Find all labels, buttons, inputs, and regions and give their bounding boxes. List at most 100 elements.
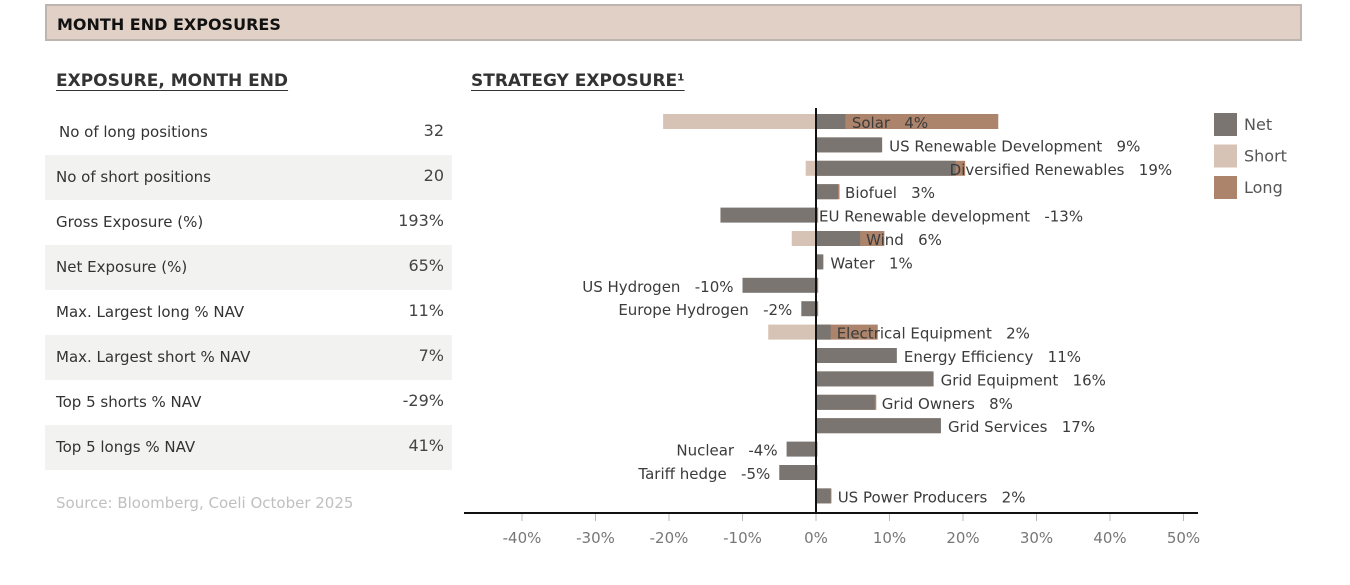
x-tick-label: 0% xyxy=(804,529,828,547)
row-label: Max. Largest long % NAV xyxy=(56,303,245,321)
long-bar xyxy=(816,394,877,410)
data-label: EU Renewable development -13% xyxy=(819,208,1083,226)
x-tick-label: 30% xyxy=(1020,529,1053,547)
short-bar xyxy=(768,324,816,340)
section-banner: MONTH END EXPOSURES xyxy=(45,4,1302,41)
long-bar xyxy=(816,324,878,340)
row-label: No of long positions xyxy=(59,123,208,141)
x-tick-label: 10% xyxy=(873,529,906,547)
data-label: Grid Owners 8% xyxy=(882,395,1013,413)
net-bar xyxy=(816,137,883,153)
row-value: 193% xyxy=(398,211,444,230)
net-bar xyxy=(816,254,824,270)
source-note: Source: Bloomberg, Coeli October 2025 xyxy=(56,494,354,512)
data-label: Electrical Equipment 2% xyxy=(837,325,1030,343)
data-label: Diversified Renewables 19% xyxy=(950,161,1173,179)
row-label: Net Exposure (%) xyxy=(56,258,188,276)
long-bar xyxy=(816,277,819,293)
exposure-table-title: EXPOSURE, MONTH END xyxy=(56,71,289,91)
long-bar xyxy=(816,160,966,176)
x-axis: -40% -30% -20% -10% 0% 10% 20% 30% 40% 50% xyxy=(464,108,1200,547)
data-label: Grid Equipment 16% xyxy=(941,371,1106,389)
net-bar xyxy=(720,207,816,223)
data-label: US Power Producers 2% xyxy=(838,488,1026,506)
x-tick-label: -10% xyxy=(723,529,762,547)
data-label: US Hydrogen -10% xyxy=(582,278,733,296)
long-bar xyxy=(816,137,880,153)
x-tick-label: 50% xyxy=(1167,529,1200,547)
data-label: Nuclear -4% xyxy=(676,442,777,460)
data-label: Water 1% xyxy=(830,254,912,272)
data-labels-group: Solar 4% US Renewable Development 9% Diver… xyxy=(582,114,1172,506)
net-bar xyxy=(816,371,934,387)
x-tick-label: 40% xyxy=(1093,529,1126,547)
short-bar xyxy=(791,231,816,246)
long-bar xyxy=(816,371,932,387)
long-bar xyxy=(816,207,819,223)
row-value: 32 xyxy=(423,121,444,140)
row-label: Gross Exposure (%) xyxy=(56,213,204,231)
table-row: Max. Largest long % NAV 11% xyxy=(45,290,452,335)
row-value: -29% xyxy=(402,391,444,410)
row-value: 65% xyxy=(408,256,444,275)
row-value: 41% xyxy=(408,436,444,455)
data-label: Energy Efficiency 11% xyxy=(904,348,1081,366)
net-bar xyxy=(816,184,839,200)
x-tick-label: -30% xyxy=(576,529,615,547)
long-bar xyxy=(816,301,819,317)
legend-swatch-net xyxy=(1214,113,1237,136)
long-bar xyxy=(816,348,897,363)
exposure-table: No of long positions 32 No of short posit… xyxy=(45,110,452,470)
table-row: Max. Largest short % NAV 7% xyxy=(45,335,452,380)
long-bar xyxy=(816,114,999,129)
x-tick-label: -20% xyxy=(650,529,689,547)
legend: Net Short Long xyxy=(1214,113,1287,199)
net-bar xyxy=(816,348,897,363)
data-label: Grid Services 17% xyxy=(948,418,1095,436)
data-label: Tariff hedge -5% xyxy=(637,465,770,483)
row-value: 11% xyxy=(408,301,444,320)
row-value: 7% xyxy=(418,346,444,365)
row-label: Top 5 shorts % NAV xyxy=(56,393,202,411)
table-row: Top 5 shorts % NAV -29% xyxy=(45,380,452,425)
net-bar xyxy=(816,231,861,246)
row-label: Top 5 longs % NAV xyxy=(56,438,196,456)
net-bar xyxy=(816,160,956,176)
legend-swatch-long xyxy=(1214,176,1237,199)
net-bar xyxy=(816,488,831,504)
table-row: Net Exposure (%) 65% xyxy=(45,245,452,290)
long-bar xyxy=(816,184,840,200)
net-bar xyxy=(816,418,941,434)
long-bar xyxy=(816,488,832,504)
table-row: No of short positions 20 xyxy=(45,155,452,200)
short-bar xyxy=(663,114,816,129)
long-bar xyxy=(816,465,818,480)
data-label: Solar 4% xyxy=(852,114,928,132)
table-row: Top 5 longs % NAV 41% xyxy=(45,425,452,470)
short-bar xyxy=(805,160,816,176)
net-bar xyxy=(816,114,846,129)
legend-label-short: Short xyxy=(1244,147,1287,166)
data-label: US Renewable Development 9% xyxy=(889,137,1140,155)
net-bar xyxy=(742,277,816,293)
net-bar xyxy=(816,394,875,410)
x-tick-label: 20% xyxy=(946,529,979,547)
legend-label-long: Long xyxy=(1244,178,1283,197)
legend-label-net: Net xyxy=(1244,115,1272,134)
long-bar xyxy=(816,254,822,270)
long-bar xyxy=(816,418,941,434)
data-label: Europe Hydrogen -2% xyxy=(618,301,792,319)
banner-title: MONTH END EXPOSURES xyxy=(57,15,281,34)
long-bar xyxy=(816,441,818,457)
net-bar xyxy=(786,441,816,457)
table-row: No of long positions 32 xyxy=(45,110,452,155)
data-label: Wind 6% xyxy=(866,231,942,249)
row-label: Max. Largest short % NAV xyxy=(56,348,251,366)
net-bar xyxy=(779,465,816,480)
bars-group xyxy=(663,114,999,504)
x-tick-label: -40% xyxy=(503,529,542,547)
net-bar xyxy=(801,301,816,317)
row-label: No of short positions xyxy=(56,168,211,186)
net-bar xyxy=(816,324,831,340)
data-label: Biofuel 3% xyxy=(845,184,935,202)
